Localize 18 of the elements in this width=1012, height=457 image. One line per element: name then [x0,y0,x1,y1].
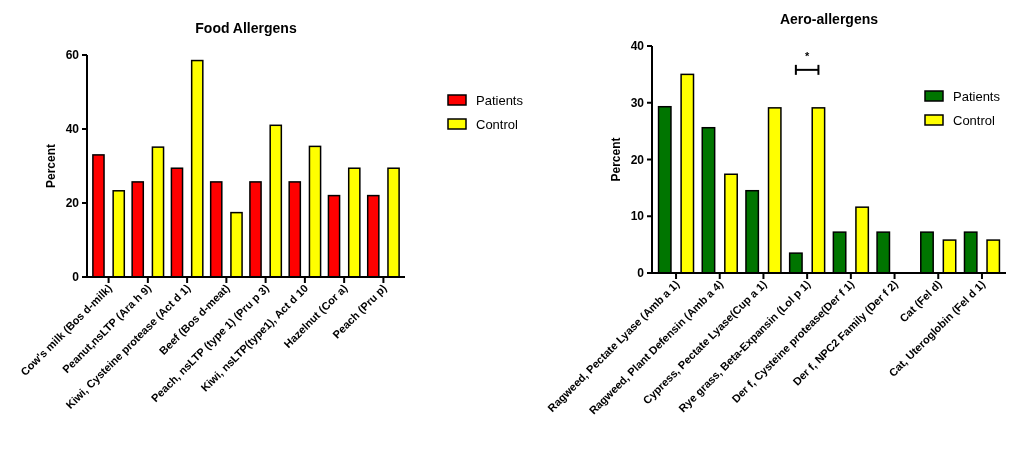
legend-label: Control [476,116,519,132]
y-tick-label: 60 [65,48,80,63]
legend-label: Control [953,112,996,128]
y-tick-label: 40 [65,122,80,137]
y-axis-title: Percent [44,143,58,189]
y-tick-label: 40 [630,39,645,54]
y-tick-label: 0 [637,266,645,281]
y-axis-title: Percent [609,137,623,182]
y-tick-label: 20 [65,196,80,211]
chart-title: Food Allergens [195,20,297,36]
chart-title: Aero-allergens [779,11,879,27]
y-tick-label: 20 [630,152,645,167]
y-tick-label: 10 [630,209,645,224]
legend-label: Patients [953,88,1001,104]
annotation: * [805,49,811,62]
y-tick-label: 30 [630,95,645,110]
legend-label: Patients [476,92,524,108]
y-tick-label: 0 [72,270,80,285]
